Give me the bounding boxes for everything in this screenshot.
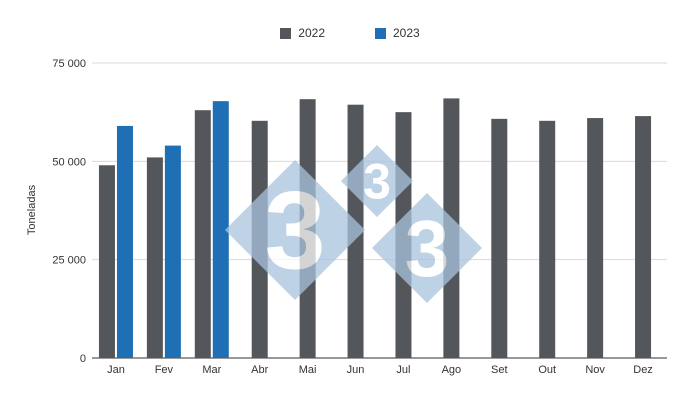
watermark-digit: 3 [405,204,450,293]
bar-2022-mar [194,110,211,358]
x-tick-label: Out [538,364,556,376]
legend-item-2022[interactable]: 2022 [280,26,325,40]
watermark-diamond [341,145,413,217]
legend-label-2022: 2022 [298,26,325,40]
legend-swatch-2023 [375,27,386,39]
watermark-diamond [225,160,365,300]
x-tick-label: Mar [202,364,221,376]
bar-2023-fev [164,145,181,358]
bar-2022-dez [635,116,652,358]
y-tick-label: 0 [80,353,86,365]
legend-item-2023[interactable]: 2023 [375,26,420,40]
legend-label-2023: 2023 [393,26,420,40]
x-tick-label: Mai [299,364,317,376]
bar-2023-jan [116,125,133,358]
bar-2022-fev [146,157,163,358]
bar-2023-mar [212,101,229,359]
x-tick-label: Ago [442,364,462,376]
bar-2022-set [491,118,508,358]
x-tick-label: Abr [251,364,268,376]
watermark-digit: 3 [264,170,325,293]
y-tick-label: 75 000 [52,58,86,70]
x-tick-label: Dez [633,364,653,376]
watermark-digit: 3 [363,154,391,210]
x-tick-label: Fev [155,364,174,376]
legend-swatch-2022 [280,27,292,39]
y-tick-label: 25 000 [52,255,86,267]
x-tick-label: Jun [347,364,365,376]
watermark-diamond [372,193,482,303]
x-tick-label: Nov [585,364,605,376]
y-axis-title: Toneladas [26,184,38,236]
legend: 2022 2023 [0,26,700,40]
x-tick-label: Jul [396,364,410,376]
bar-2022-jan [98,165,115,358]
bar-2022-out [539,120,556,358]
x-tick-label: Set [491,364,508,376]
y-tick-label: 50 000 [52,156,86,168]
bar-2022-nov [587,118,604,358]
watermark-logo: 3 33 [225,145,482,303]
x-tick-label: Jan [107,364,125,376]
